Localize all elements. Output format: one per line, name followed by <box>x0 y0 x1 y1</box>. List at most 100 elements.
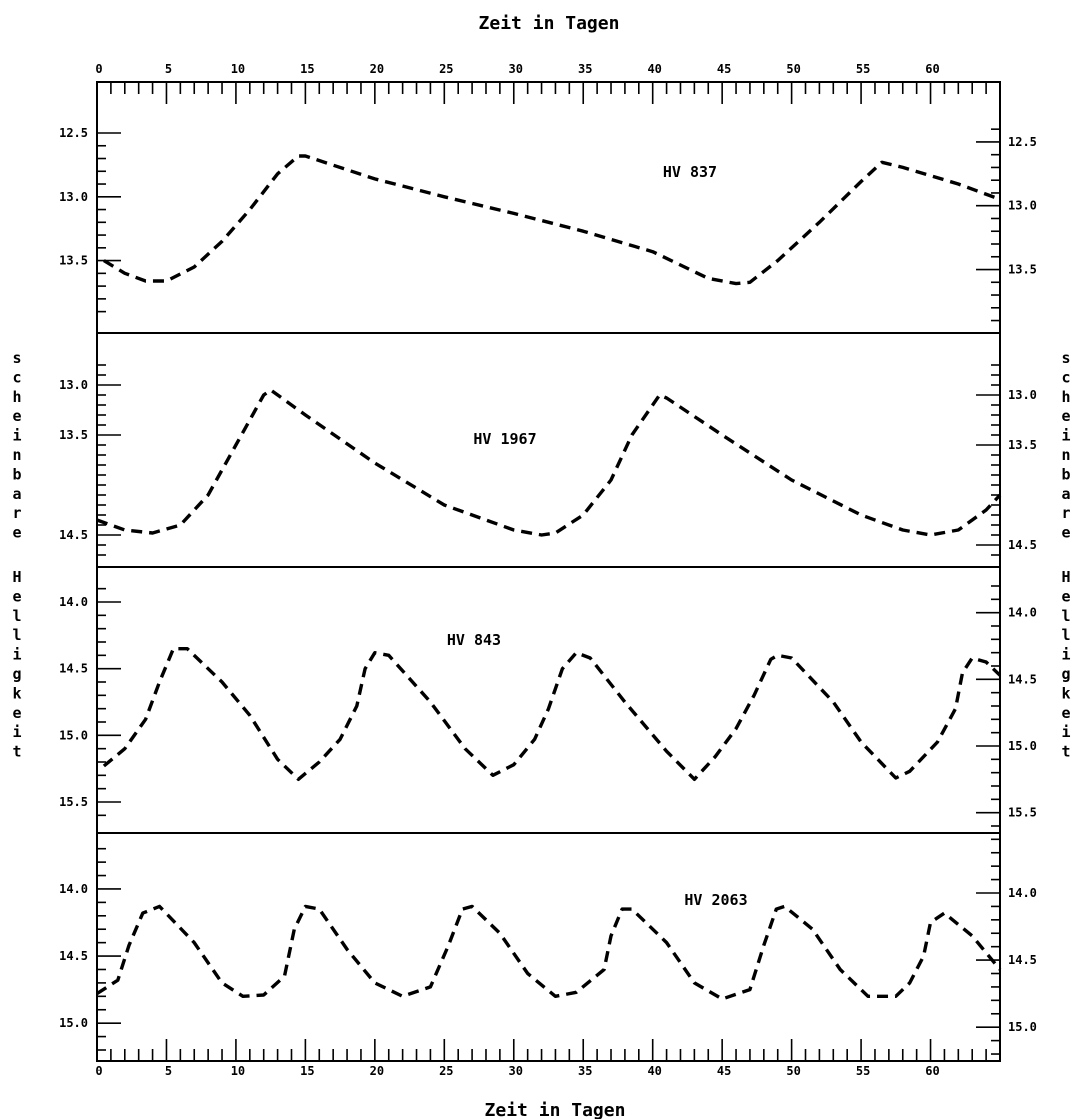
y-right-tick-label: 13.5 <box>1008 438 1037 452</box>
y-label-letter: H <box>12 568 21 586</box>
plot-border <box>96 81 1001 1062</box>
y-label-letter: e <box>12 407 21 425</box>
y-right-tick-label: 14.0 <box>1008 886 1037 900</box>
y-left-tick-label: 13.5 <box>59 428 88 442</box>
y-label-letter: e <box>12 524 21 542</box>
x-tick-label: 20 <box>370 62 384 76</box>
y-label-letter: n <box>12 446 21 464</box>
light-curve-series <box>96 388 1002 537</box>
y-label-letter: g <box>12 665 21 683</box>
y-label-letter: e <box>12 704 21 722</box>
y-label-letter: l <box>1061 626 1070 644</box>
x-tick-label: 50 <box>786 1064 800 1078</box>
y-label-letter: b <box>12 465 21 483</box>
y-left-tick-label: 13.0 <box>59 190 88 204</box>
light-curve-series <box>103 154 1001 286</box>
y-label-letter: e <box>12 587 21 605</box>
y-left-tick-label: 15.0 <box>59 1016 88 1030</box>
light-curve-series <box>102 647 1002 781</box>
x-tick-label: 30 <box>509 1064 523 1078</box>
y-label-letter: l <box>12 626 21 644</box>
x-tick-label: 5 <box>165 62 172 76</box>
x-tick-label: 60 <box>925 1064 939 1078</box>
panel-hv-1967: 13.0 13.5 14.5 13.0 13.5 14.5 HV 1967 <box>59 364 1037 556</box>
y-label-letter: r <box>12 504 21 522</box>
y-label-letter: k <box>1061 684 1070 702</box>
y-label-letter: h <box>12 388 21 406</box>
x-tick-label: 5 <box>165 1064 172 1078</box>
y-label-letter: i <box>1061 646 1070 664</box>
series-label: HV 2063 <box>684 891 747 909</box>
x-tick-label: 0 <box>95 62 102 76</box>
y-right-tick-label: 14.0 <box>1008 606 1037 620</box>
y-label-letter: n <box>1061 446 1070 464</box>
y-right-tick-label: 14.5 <box>1008 538 1037 552</box>
x-tick-label: 35 <box>578 62 592 76</box>
y-right-tick-label: 13.0 <box>1008 199 1037 213</box>
y-right-tick-label: 14.5 <box>1008 672 1037 686</box>
y-label-letter: i <box>12 427 21 445</box>
y-label-letter: g <box>1061 665 1070 683</box>
x-tick-label: 15 <box>300 1064 314 1078</box>
y-right-tick-label: 13.5 <box>1008 263 1037 277</box>
y-label-letter: H <box>1061 568 1070 586</box>
panel-hv-837: 12.5 13.0 13.5 12.5 13.0 13.5 HV 837 <box>59 126 1037 322</box>
x-tick-label: 10 <box>231 62 245 76</box>
x-tick-label: 30 <box>509 62 523 76</box>
series-label: HV 837 <box>663 163 717 181</box>
x-tick-label: 40 <box>647 1064 661 1078</box>
y-label-letter: k <box>12 684 21 702</box>
y-left-tick-label: 14.0 <box>59 595 88 609</box>
y-label-letter: r <box>1061 504 1070 522</box>
y-right-tick-label: 13.0 <box>1008 388 1037 402</box>
y-label-letter: e <box>1061 587 1070 605</box>
x-axis-top: 0 5 10 15 20 25 30 35 40 45 50 55 60 <box>95 62 1001 104</box>
panel-hv-843: 14.0 14.5 15.0 15.5 14.0 14.5 15.0 15.5 HV 843 <box>59 585 1037 827</box>
x-axis-bottom: 0 5 10 15 20 25 30 35 40 45 50 55 60 <box>95 1039 1001 1078</box>
y-right-tick-label: 15.5 <box>1008 806 1037 820</box>
y-right-tick-label: 12.5 <box>1008 135 1037 149</box>
x-tick-label: 20 <box>370 1064 384 1078</box>
y-label-letter: t <box>1061 743 1070 761</box>
y-label-letter: i <box>12 646 21 664</box>
y-label-letter: i <box>12 723 21 741</box>
y-label-letter: e <box>1061 704 1070 722</box>
y-left-tick-label: 13.5 <box>59 254 88 268</box>
y-left-tick-label: 14.0 <box>59 882 88 896</box>
y-label-letter: l <box>1061 607 1070 625</box>
y-label-letter: i <box>1061 723 1070 741</box>
y-label-letter: t <box>12 743 21 761</box>
y-label-letter: e <box>1061 407 1070 425</box>
y-left-tick-label: 15.0 <box>59 728 88 742</box>
x-tick-label: 25 <box>439 62 453 76</box>
y-right-tick-label: 15.0 <box>1008 739 1037 753</box>
y-right-tick-label: 15.0 <box>1008 1020 1037 1034</box>
y-label-letter: s <box>1061 349 1070 367</box>
light-curve-series <box>96 904 1002 1001</box>
y-label-letter: a <box>1061 485 1070 503</box>
y-left-tick-label: 14.5 <box>59 662 88 676</box>
x-tick-label: 45 <box>717 1064 731 1078</box>
y-label-letter: i <box>1061 427 1070 445</box>
y-label-letter: b <box>1061 465 1070 483</box>
x-tick-label: 35 <box>578 1064 592 1078</box>
x-tick-label: 55 <box>856 1064 870 1078</box>
chart-title-bottom: Zeit in Tagen <box>485 1100 626 1119</box>
y-left-tick-label: 14.5 <box>59 528 88 542</box>
series-label: HV 843 <box>447 631 501 649</box>
panels: 12.5 13.0 13.5 12.5 13.0 13.5 HV 837 13.0 13.5 14… <box>59 126 1037 1055</box>
x-tick-label: 10 <box>231 1064 245 1078</box>
x-tick-label: 0 <box>95 1064 102 1078</box>
y-label-letter: c <box>1061 368 1070 386</box>
chart-title-top: Zeit in Tagen <box>479 13 620 34</box>
y-label-letter: e <box>1061 524 1070 542</box>
y-left-tick-label: 13.0 <box>59 378 88 392</box>
x-tick-label: 50 <box>786 62 800 76</box>
y-left-tick-label: 12.5 <box>59 126 88 140</box>
series-label: HV 1967 <box>473 430 536 448</box>
y-left-tick-label: 14.5 <box>59 949 88 963</box>
y-label-letter: h <box>1061 388 1070 406</box>
